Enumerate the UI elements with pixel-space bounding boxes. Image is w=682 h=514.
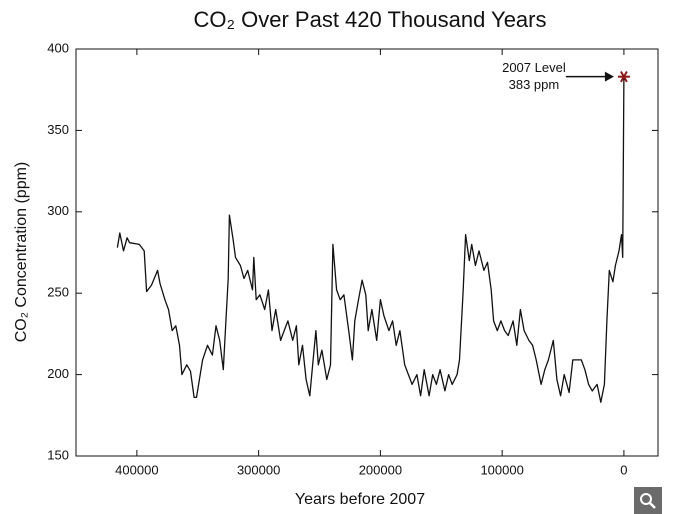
x-tick-label: 0 xyxy=(620,462,627,477)
y-tick-label: 300 xyxy=(47,203,69,218)
plot-frame xyxy=(75,48,659,457)
y-tick-label: 350 xyxy=(47,122,69,137)
y-tick-label: 400 xyxy=(47,40,69,55)
annotation-text: 383 ppm xyxy=(509,77,560,92)
x-tick-label: 400000 xyxy=(115,462,158,477)
annotation-arrowhead xyxy=(604,71,614,82)
y-tick-label: 200 xyxy=(47,366,69,381)
chart-title: CO₂ Over Past 420 Thousand Years xyxy=(193,7,546,32)
y-tick-label: 150 xyxy=(47,447,69,462)
y-tick-label: 250 xyxy=(47,285,69,300)
y-axis-label: CO₂ Concentration (ppm) xyxy=(13,162,30,343)
x-tick-label: 200000 xyxy=(359,462,402,477)
x-tick-label: 300000 xyxy=(237,462,280,477)
data-line xyxy=(116,76,625,403)
x-tick-label: 100000 xyxy=(480,462,523,477)
x-axis-label: Years before 2007 xyxy=(295,491,425,508)
star-stroke xyxy=(620,70,628,83)
zoom-icon[interactable] xyxy=(640,493,652,505)
annotation-text: 2007 Level xyxy=(502,60,566,75)
zoom-background[interactable] xyxy=(634,487,662,514)
annotation-marker xyxy=(617,70,630,83)
zoom-icon-handle[interactable] xyxy=(649,502,656,509)
zoom-button[interactable] xyxy=(634,487,662,514)
